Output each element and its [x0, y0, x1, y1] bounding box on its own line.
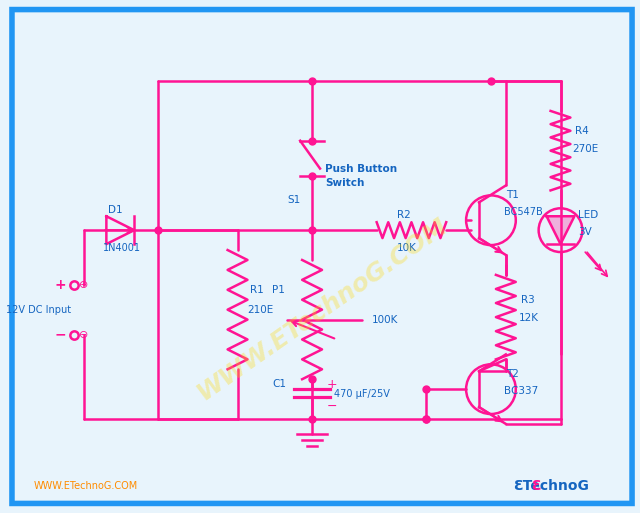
Text: +: +	[55, 278, 67, 292]
Text: ⊕: ⊕	[79, 280, 88, 290]
Text: 270E: 270E	[572, 144, 598, 154]
Text: ⊖: ⊖	[79, 329, 88, 340]
Text: BC337: BC337	[504, 386, 538, 396]
Text: BC547B: BC547B	[504, 207, 543, 218]
Text: 1N4001: 1N4001	[104, 243, 141, 253]
Text: Switch: Switch	[325, 179, 364, 188]
Text: R2: R2	[397, 210, 410, 220]
Text: LED: LED	[579, 210, 598, 220]
Text: −: −	[55, 327, 67, 342]
Text: WWW.ETechnoG.COM: WWW.ETechnoG.COM	[192, 214, 452, 406]
Text: 12V DC Input: 12V DC Input	[6, 305, 71, 314]
FancyBboxPatch shape	[12, 10, 632, 503]
Text: P1: P1	[272, 285, 285, 295]
Text: WWW.ETechnoG.COM: WWW.ETechnoG.COM	[34, 481, 138, 490]
Text: T1: T1	[506, 190, 519, 201]
Text: 10K: 10K	[397, 243, 417, 253]
Text: T2: T2	[506, 369, 519, 379]
Text: −: −	[327, 400, 337, 412]
Text: Push Button: Push Button	[325, 164, 397, 173]
Text: R1: R1	[250, 285, 264, 295]
Text: R4: R4	[575, 126, 589, 136]
Text: R3: R3	[521, 295, 534, 305]
Text: 470 μF/25V: 470 μF/25V	[334, 389, 390, 399]
Text: S1: S1	[287, 195, 300, 205]
Text: 3V: 3V	[579, 227, 592, 237]
Text: ƐTechnoG: ƐTechnoG	[513, 479, 589, 492]
Text: D1: D1	[108, 205, 123, 215]
Polygon shape	[547, 216, 575, 244]
Text: Ɛ: Ɛ	[531, 479, 540, 492]
Text: +: +	[327, 378, 337, 391]
Text: 210E: 210E	[248, 305, 274, 314]
Text: 12K: 12K	[519, 312, 539, 323]
Text: 100K: 100K	[372, 314, 398, 325]
Text: C1: C1	[272, 379, 286, 389]
